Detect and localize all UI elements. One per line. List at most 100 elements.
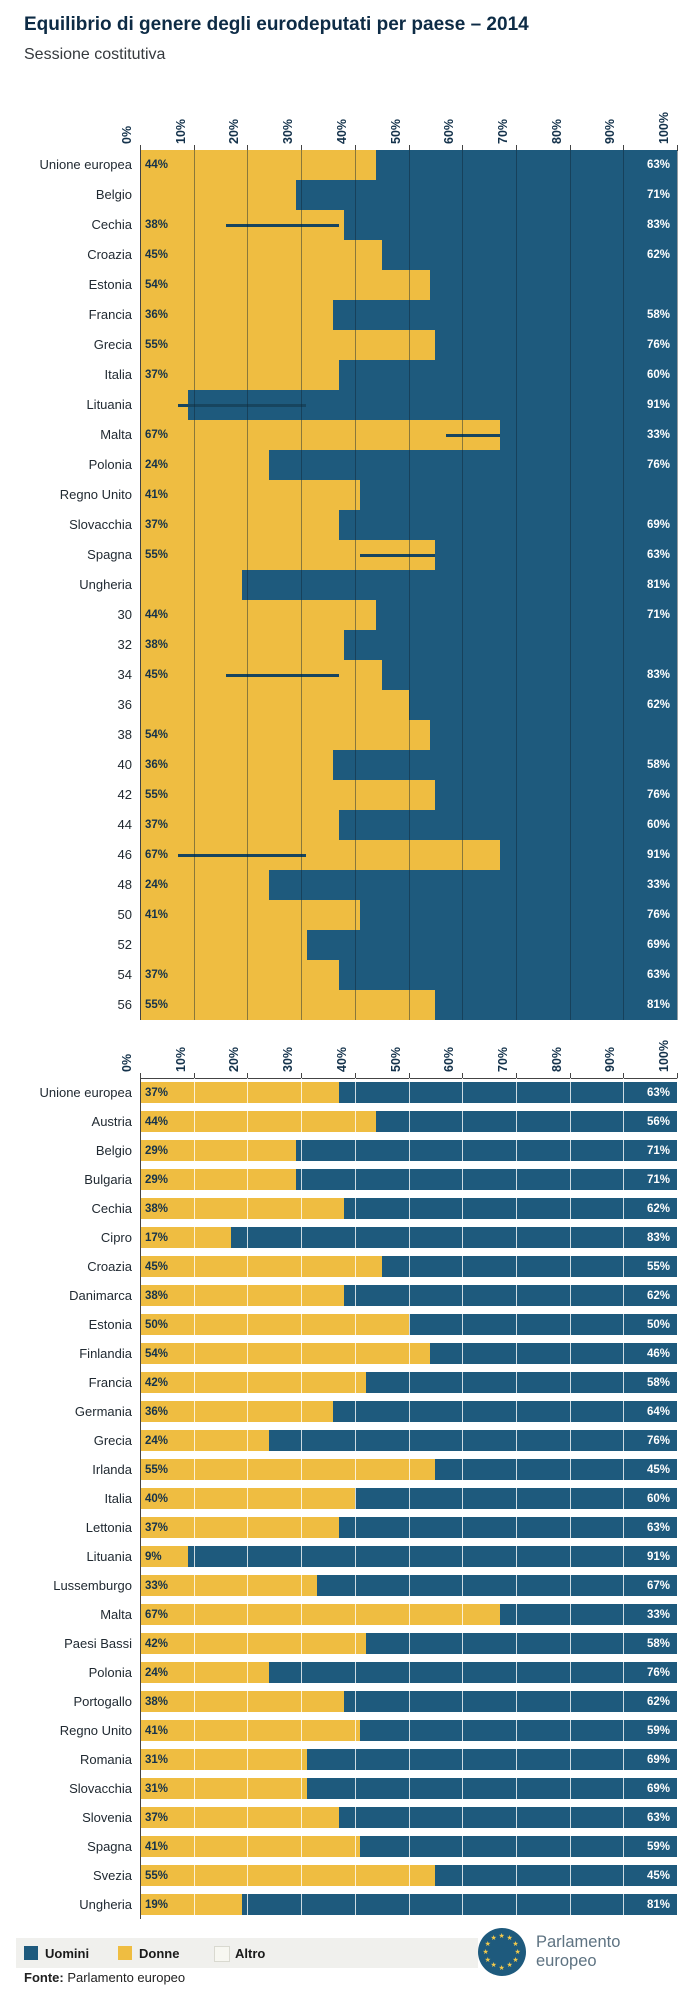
uomini-value-label: 59%: [646, 1841, 670, 1853]
axis-tick: [408, 1073, 410, 1078]
donne-bar: [140, 1749, 307, 1770]
uomini-bar: [231, 1227, 677, 1248]
uomini-value-label: 83%: [646, 219, 670, 231]
uomini-value-label: 58%: [646, 309, 670, 321]
axis-tick: [677, 1073, 678, 1078]
x-axis-tick-label: 60%: [442, 1046, 457, 1072]
uomini-value-label: 69%: [646, 939, 670, 951]
uomini-bar: [306, 1778, 677, 1799]
uomini-bar: [333, 1401, 677, 1422]
donne-bar: [140, 1807, 339, 1828]
donne-value-label: 41%: [145, 1841, 169, 1853]
donne-bar: [140, 420, 500, 450]
row-label: Svezia: [92, 1868, 132, 1883]
x-axis-tick-label: 50%: [388, 118, 403, 144]
x-axis-tick-label: 50%: [388, 1046, 403, 1072]
uomini-bar: [338, 1517, 677, 1538]
donne-bar: [140, 1198, 345, 1219]
row-label: Italia: [104, 1491, 132, 1506]
uomini-value-label: 81%: [646, 1899, 670, 1911]
donne-bar: [140, 930, 307, 960]
uomini-value-label: 76%: [646, 909, 670, 921]
uomini-value-label: 60%: [646, 1493, 670, 1505]
gridline: [301, 1078, 303, 1919]
row-label: Francia: [88, 307, 132, 322]
row-label: Ungheria: [79, 577, 132, 592]
uomini-bar: [381, 660, 677, 690]
uomini-value-label: 63%: [646, 1812, 670, 1824]
uomini-value-label: 91%: [646, 849, 670, 861]
legend: Uomini Donne Altro: [16, 1938, 478, 1968]
row-label: Italia: [104, 367, 132, 382]
eu-star-icon: ★: [506, 1962, 513, 1970]
uomini-bar: [376, 150, 677, 180]
uomini-value-label: 63%: [646, 1522, 670, 1534]
gridline: [193, 1078, 195, 1919]
donne-bar: [140, 1285, 345, 1306]
axis-tick: [140, 1073, 141, 1078]
donne-bar: [140, 270, 430, 300]
gridline: [623, 1078, 625, 1919]
axis-tick: [247, 145, 249, 150]
donne-value-label: 54%: [145, 729, 169, 741]
donne-value-label: 67%: [145, 1609, 169, 1621]
donne-value-label: 55%: [145, 549, 169, 561]
row-label: Cipro: [100, 1230, 132, 1245]
axis-tick: [462, 1073, 464, 1078]
donne-bar: [140, 900, 361, 930]
uomini-bar: [306, 1749, 677, 1770]
eu-star-icon: ★: [484, 1956, 491, 1964]
donne-bar: [140, 1691, 345, 1712]
row-label: Grecia: [93, 337, 132, 352]
donne-value-label: 38%: [145, 1696, 169, 1708]
row-label: Spagna: [87, 1839, 132, 1854]
row-label: Malta: [100, 427, 132, 442]
uomini-value-label: 50%: [646, 1319, 670, 1331]
gridline: [354, 1078, 356, 1919]
uomini-bar: [365, 1372, 677, 1393]
gridline: [247, 1078, 249, 1919]
x-axis-tick-label: 90%: [603, 1046, 618, 1072]
donne-value-label: 38%: [145, 1290, 169, 1302]
donne-value-label: 19%: [145, 1899, 169, 1911]
donne-value-label: 38%: [145, 219, 169, 231]
ep-logo: ★ ★ ★ ★ ★ ★ ★ ★ ★ ★ ★ ★ Parlamento europeo: [478, 1928, 678, 1978]
uomini-bar: [317, 1575, 677, 1596]
gridline: [193, 150, 195, 1020]
eu-star-icon: ★: [498, 1932, 505, 1940]
donne-value-label: 38%: [145, 1203, 169, 1215]
donne-bar: [140, 1778, 307, 1799]
row-label: Cechia: [91, 1201, 132, 1216]
donne-value-label: 37%: [145, 1522, 169, 1534]
axis-tick: [408, 145, 410, 150]
x-axis-tick-label: 80%: [549, 1046, 564, 1072]
donne-bar: [140, 240, 382, 270]
row-label: Finlandia: [79, 1346, 132, 1361]
donne-bar: [140, 1894, 242, 1915]
x-axis-tick-label: 30%: [281, 1046, 296, 1072]
uomini-value-label: 62%: [646, 1203, 670, 1215]
uomini-bar: [338, 1807, 677, 1828]
donne-value-label: 37%: [145, 369, 169, 381]
uomini-bar: [376, 1111, 677, 1132]
uomini-bar: [435, 990, 677, 1020]
gridline: [569, 1078, 571, 1919]
axis-tick: [515, 145, 517, 150]
donne-value-label: 36%: [145, 309, 169, 321]
uomini-bar: [435, 1459, 677, 1480]
uomini-bar: [333, 750, 677, 780]
uomini-bar: [435, 330, 677, 360]
donne-value-label: 36%: [145, 1406, 169, 1418]
row-label: Bulgaria: [84, 1172, 132, 1187]
uomini-bar: [188, 1546, 677, 1567]
donne-bar: [140, 1604, 500, 1625]
donne-bar: [140, 330, 436, 360]
x-axis-tick-label: 90%: [603, 118, 618, 144]
donne-value-label: 31%: [145, 1754, 169, 1766]
row-label: 46: [117, 847, 132, 862]
donne-bar: [140, 1633, 366, 1654]
gridline: [408, 1078, 410, 1919]
legend-label: Uomini: [45, 1946, 90, 1961]
donne-value-label: 40%: [145, 1493, 169, 1505]
donne-bar: [140, 1546, 189, 1567]
